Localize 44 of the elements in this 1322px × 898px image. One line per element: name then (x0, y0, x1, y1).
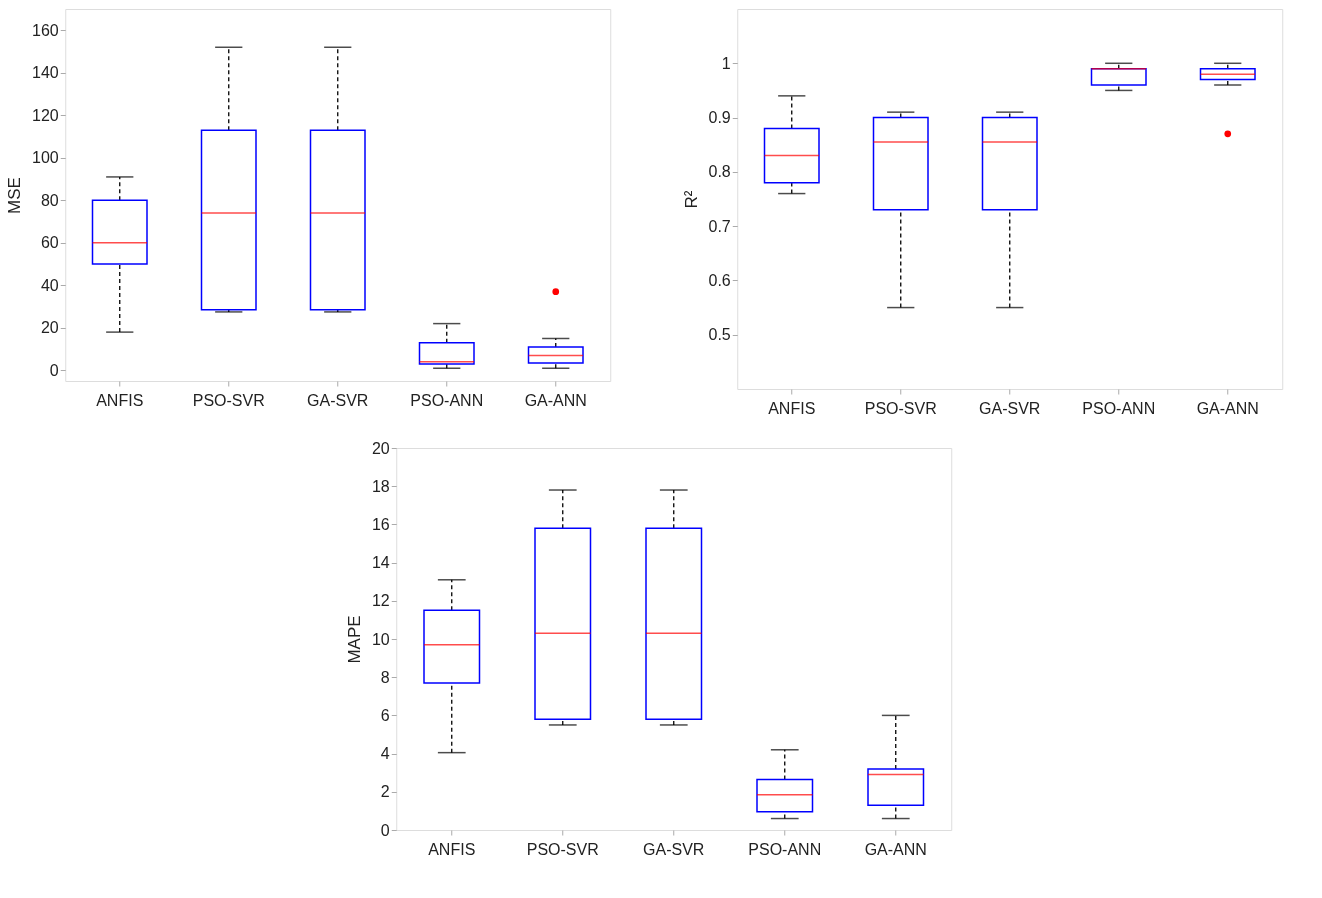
x-tick-label: PSO-ANN (748, 840, 822, 858)
y-tick-label: 20 (371, 439, 390, 457)
x-tick-label: GA-ANN (1196, 399, 1259, 417)
y-tick-label: 12 (371, 592, 390, 610)
y-tick-label: 10 (371, 630, 390, 648)
x-tick-label: PSO-SVR (192, 391, 265, 409)
y-axis-title: R² (681, 190, 701, 209)
y-tick-label: 18 (371, 477, 390, 495)
y-tick-label: 0.5 (708, 326, 731, 344)
y-tick-label: 160 (32, 21, 59, 39)
y-tick-label: 1 (721, 54, 731, 72)
y-tick-label: 0 (380, 821, 390, 839)
y-axis-title: MSE (5, 177, 25, 214)
y-tick-label: 100 (32, 149, 59, 167)
y-tick-label: 16 (371, 515, 390, 533)
y-tick-label: 2 (380, 783, 390, 801)
x-tick-label: GA-ANN (524, 391, 587, 409)
y-tick-label: 8 (380, 668, 390, 686)
y-tick-label: 4 (380, 745, 390, 763)
y-tick-label: 0.7 (708, 217, 731, 235)
y-tick-label: 140 (32, 64, 59, 82)
x-tick-label: ANFIS (428, 840, 476, 858)
y-tick-label: 80 (40, 191, 59, 209)
y-tick-label: 6 (380, 706, 390, 724)
x-tick-label: GA-SVR (979, 399, 1041, 417)
y-tick-label: 14 (371, 554, 390, 572)
x-tick-label: GA-SVR (307, 391, 369, 409)
y-tick-label: 0.9 (708, 109, 731, 127)
x-tick-label: PSO-ANN (410, 391, 484, 409)
y-tick-label: 20 (40, 319, 59, 337)
x-tick-label: GA-SVR (643, 840, 705, 858)
x-tick-label: PSO-SVR (526, 840, 599, 858)
y-tick-label: 120 (32, 106, 59, 124)
y-tick-label: 0.8 (708, 163, 731, 181)
y-tick-label: 0 (49, 361, 59, 379)
y-axis-title: MAPE (344, 615, 364, 664)
x-tick-label: ANFIS (768, 399, 816, 417)
x-tick-label: PSO-ANN (1082, 399, 1156, 417)
y-tick-label: 0.6 (708, 271, 731, 289)
y-tick-label: 40 (40, 276, 59, 294)
x-tick-label: ANFIS (96, 391, 144, 409)
x-tick-label: PSO-SVR (864, 399, 937, 417)
x-tick-label: GA-ANN (864, 840, 927, 858)
y-tick-label: 60 (40, 234, 59, 252)
